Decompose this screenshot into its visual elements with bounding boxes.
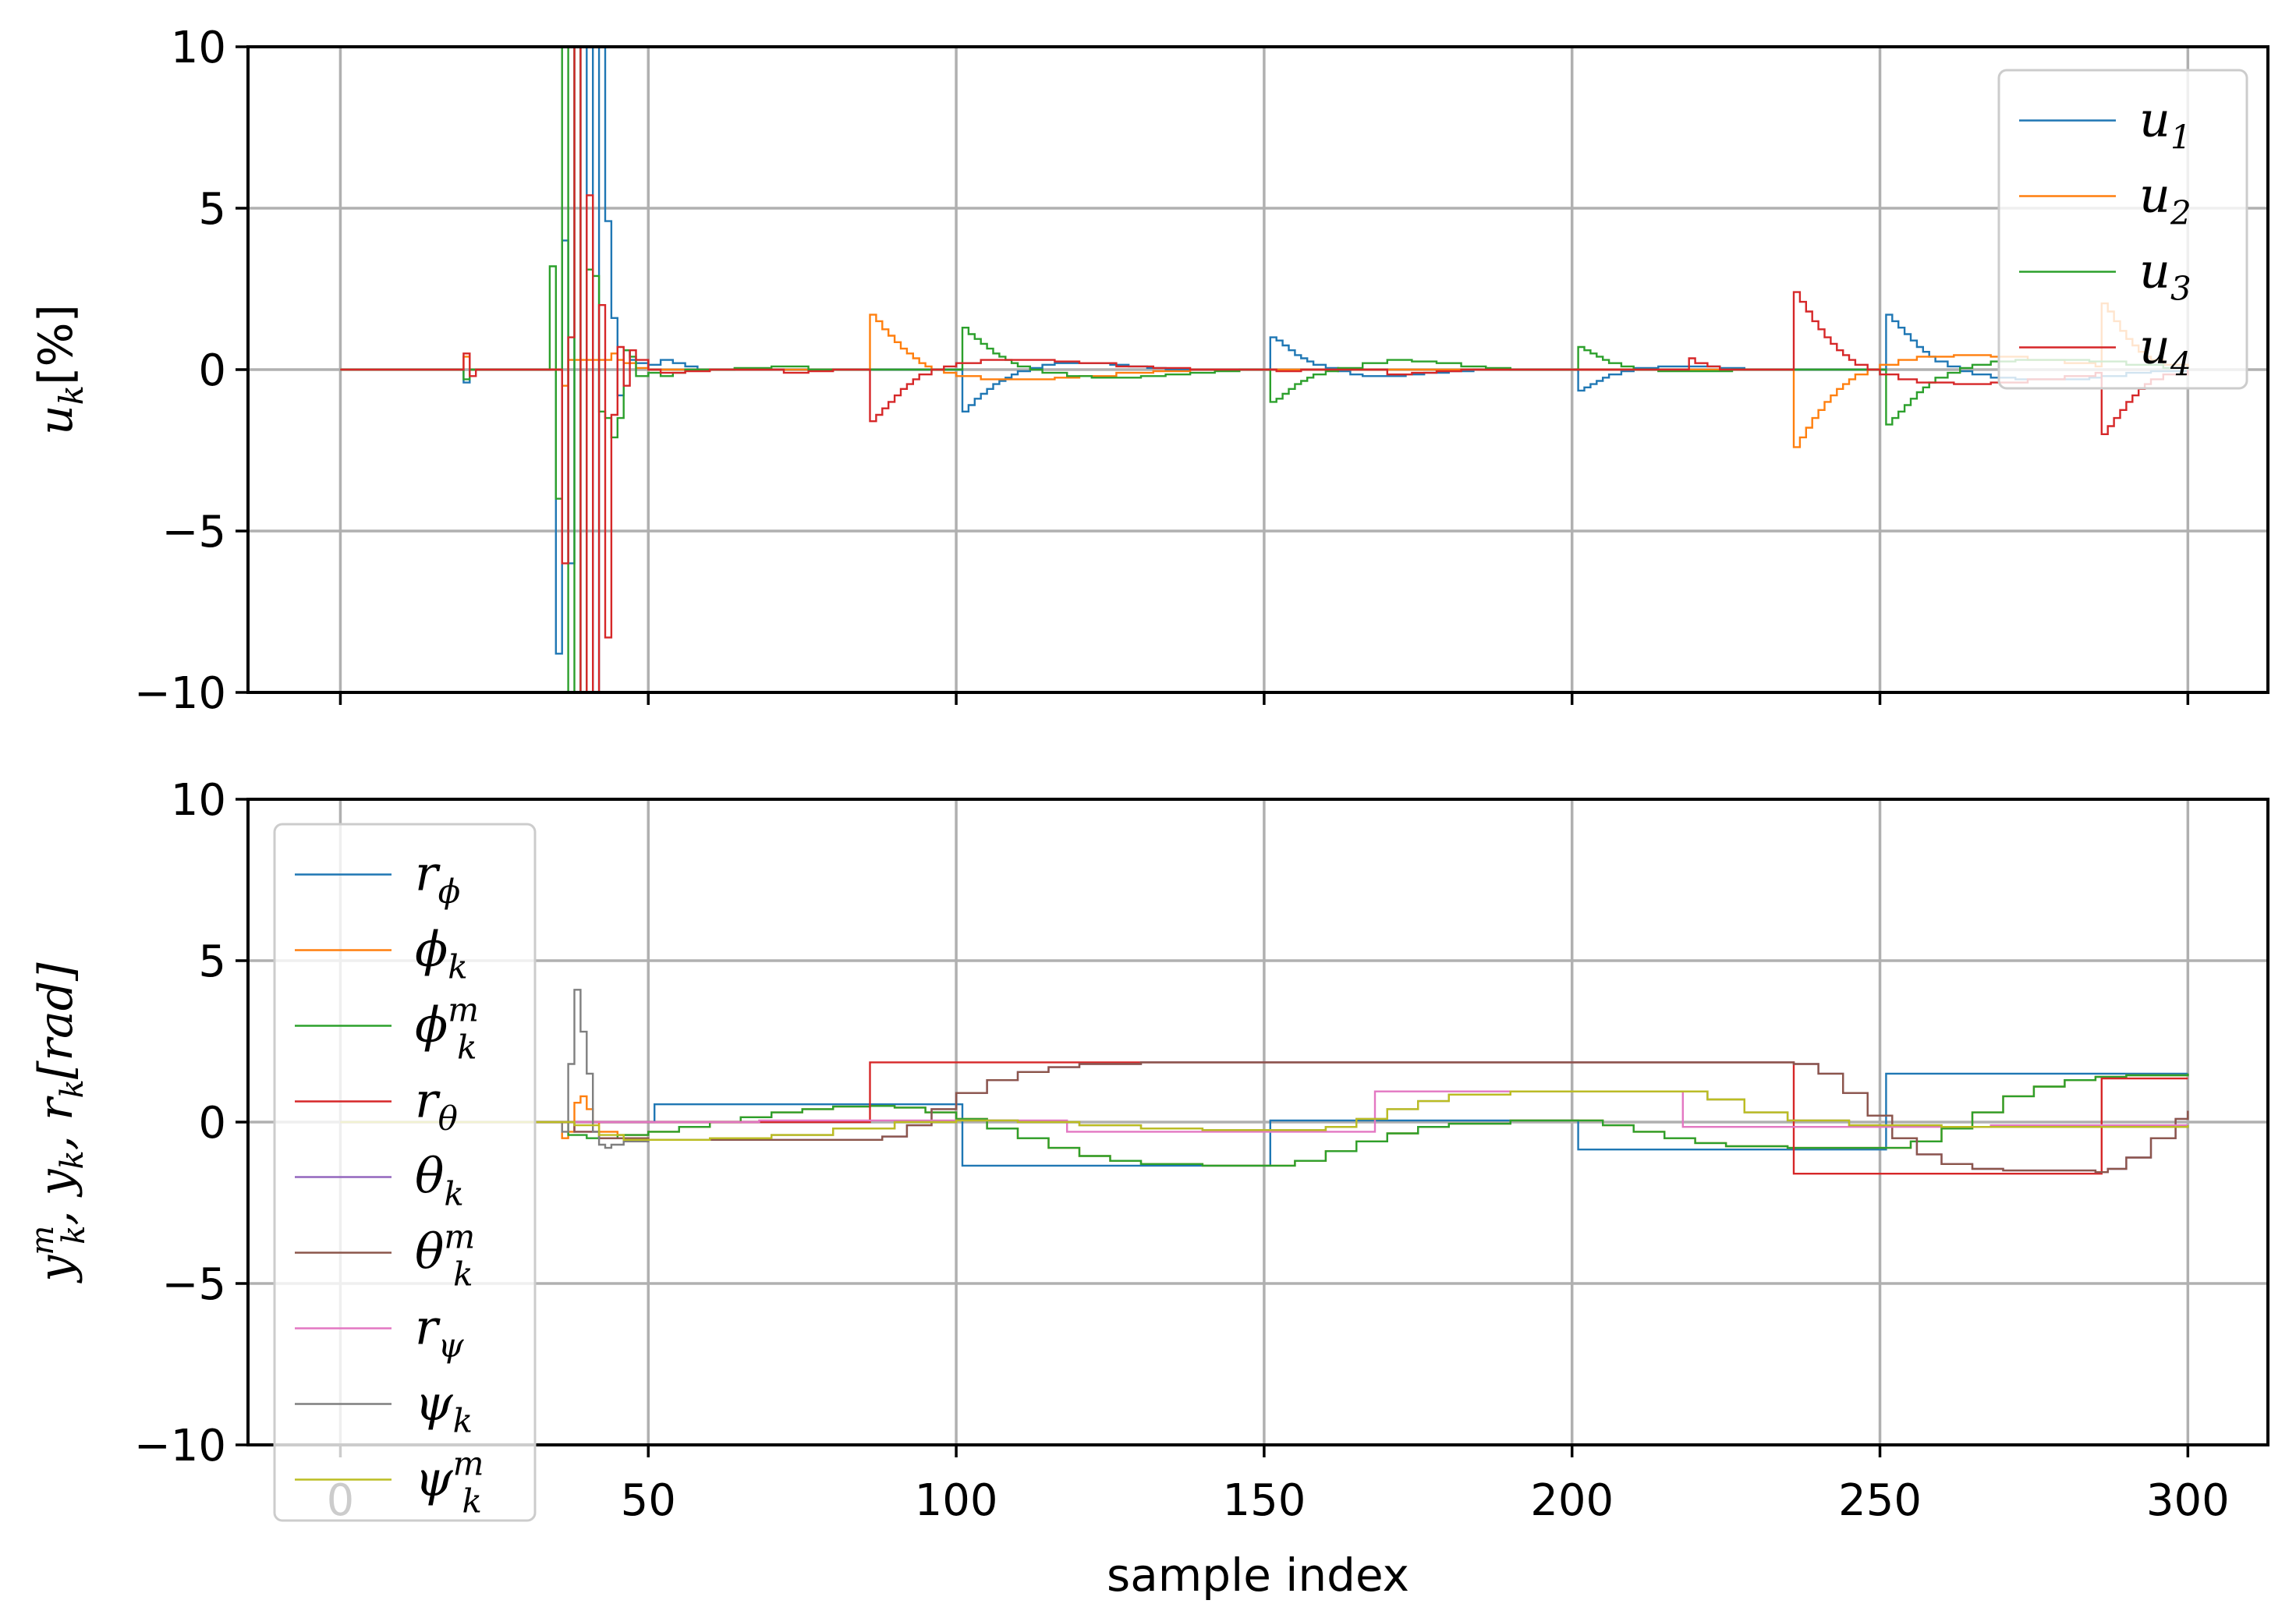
series-line-u4: [340, 47, 2189, 692]
x-tick-label: 100: [915, 1475, 998, 1526]
legend-entry: u2: [2139, 167, 2191, 232]
y-tick-label: 10: [171, 775, 226, 826]
legend-entry: θm k: [415, 1218, 475, 1294]
y-tick-label: −5: [161, 507, 226, 558]
y-tick-label: 10: [171, 23, 226, 73]
y-tick-label: 0: [198, 1098, 226, 1149]
y-tick-labels: 10 5 0 −5 −10: [134, 775, 226, 1471]
outputs-references-panel: 10 5 0 −5 −10 0 50 100 150 200 250 300 ymk, yk, rk…: [25, 775, 2269, 1602]
legend-entry: θk: [415, 1148, 464, 1213]
x-tick-label: 200: [1530, 1475, 1614, 1526]
y-axis-label: ymk, yk, rk[rad]: [25, 962, 92, 1284]
series-line-phi-k-m: [340, 1073, 2189, 1167]
y-axis-label: uk[%]: [29, 304, 90, 435]
series-line-theta-k-m: [340, 1061, 2189, 1174]
tick-marks: [236, 45, 2190, 705]
legend-entry: ψk: [415, 1375, 473, 1440]
x-axis-label: sample index: [1107, 1549, 1409, 1602]
legend-box: [1997, 69, 2248, 390]
legend-entry: rϕ: [415, 845, 460, 911]
y-tick-label: −5: [161, 1259, 226, 1310]
series-line-u3: [340, 47, 2189, 692]
legend-entry: rψ: [415, 1299, 465, 1365]
x-tick-label: 150: [1222, 1475, 1306, 1526]
x-tick-label: 250: [1838, 1475, 1922, 1526]
legend: u1 u2 u3 u4: [1997, 69, 2248, 390]
legend-entry: ψm k: [415, 1445, 484, 1521]
y-tick-label: 5: [198, 936, 226, 987]
series-group: [340, 989, 2189, 1175]
y-tick-label: −10: [134, 1421, 226, 1471]
legend-entry: ϕm k: [415, 991, 479, 1067]
legend-entry: ϕk: [415, 921, 468, 986]
y-tick-label: 0: [198, 345, 226, 396]
legend-entry: u1: [2139, 91, 2191, 157]
series-line-psi-k-m: [340, 1090, 2189, 1141]
tick-marks: [236, 798, 2190, 1457]
control-input-panel: 10 5 0 −5 −10 uk[%] u1 u2 u3 u4: [29, 23, 2269, 719]
legend-entry: u4: [2139, 318, 2191, 384]
x-tick-label: 50: [621, 1475, 676, 1526]
y-tick-label: −10: [134, 668, 226, 719]
legend-box: [273, 823, 537, 1522]
y-tick-label: 5: [198, 184, 226, 235]
legend-entry: u3: [2139, 243, 2191, 308]
x-tick-label: 300: [2146, 1475, 2230, 1526]
y-tick-labels: 10 5 0 −5 −10: [134, 23, 226, 719]
legend-entry: rθ: [415, 1072, 458, 1138]
